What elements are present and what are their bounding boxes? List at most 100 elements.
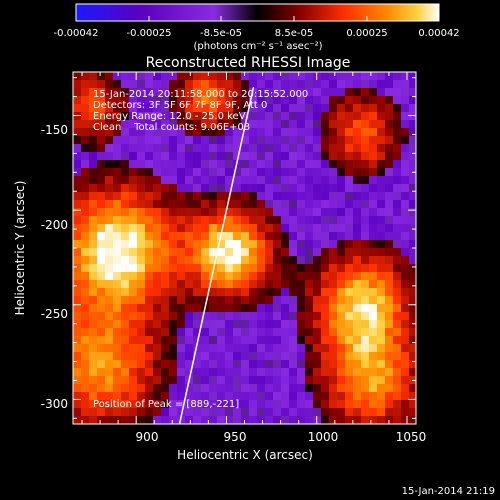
heatmap-cell	[249, 160, 258, 169]
heatmap-cell	[121, 272, 130, 281]
heatmap-cell	[185, 240, 194, 249]
heatmap-cell	[273, 176, 282, 185]
heatmap-cell	[241, 200, 250, 209]
heatmap-cell	[297, 152, 306, 161]
heatmap-cell	[233, 328, 242, 337]
heatmap-cell	[273, 200, 282, 209]
heatmap-cell	[105, 400, 114, 409]
heatmap-cell	[353, 416, 362, 424]
heatmap-cell	[249, 208, 258, 217]
heatmap-cell	[145, 376, 154, 385]
heatmap-cell	[257, 168, 266, 177]
heatmap-cell	[369, 328, 378, 337]
heatmap-cell	[281, 360, 290, 369]
heatmap-cell	[281, 216, 290, 225]
heatmap-cell	[81, 104, 90, 113]
heatmap-cell	[177, 96, 186, 105]
heatmap-cell	[249, 80, 258, 89]
heatmap-cell	[161, 208, 170, 217]
heatmap-cell	[169, 392, 178, 401]
heatmap-cell	[153, 320, 162, 329]
heatmap-cell	[281, 232, 290, 241]
heatmap-cell	[233, 248, 242, 257]
heatmap-cell	[233, 352, 242, 361]
heatmap-cell	[129, 296, 138, 305]
heatmap-cell	[345, 104, 354, 113]
heatmap-cell	[289, 128, 298, 137]
heatmap-cell	[393, 360, 402, 369]
heatmap-cell	[225, 376, 234, 385]
heatmap-cell	[89, 72, 98, 81]
heatmap-cell	[233, 384, 242, 393]
heatmap-cell	[137, 400, 146, 409]
heatmap-cell	[313, 360, 322, 369]
heatmap-cell	[265, 272, 274, 281]
heatmap-cell	[305, 128, 314, 137]
heatmap-cell	[217, 160, 226, 169]
heatmap-cell	[73, 368, 82, 377]
heatmap-cell	[217, 400, 226, 409]
heatmap-cell	[113, 96, 122, 105]
heatmap-cell	[97, 256, 106, 265]
heatmap-cell	[193, 88, 202, 97]
heatmap-cell	[129, 152, 138, 161]
heatmap-cell	[217, 192, 226, 201]
heatmap-cell	[265, 352, 274, 361]
heatmap-cell	[129, 232, 138, 241]
heatmap-cell	[369, 72, 378, 81]
heatmap-cell	[193, 264, 202, 273]
heatmap-cell	[89, 296, 98, 305]
heatmap-cell	[105, 248, 114, 257]
heatmap-cell	[129, 288, 138, 297]
heatmap-cell	[369, 152, 378, 161]
heatmap-cell	[185, 208, 194, 217]
heatmap-cell	[217, 104, 226, 113]
heatmap-cell	[385, 360, 394, 369]
heatmap-cell	[257, 112, 266, 121]
heatmap-cell	[185, 168, 194, 177]
heatmap-cell	[97, 88, 106, 97]
heatmap-cell	[113, 408, 122, 417]
heatmap-cell	[305, 400, 314, 409]
heatmap-cell	[169, 376, 178, 385]
heatmap-cell	[209, 200, 218, 209]
heatmap-cell	[353, 400, 362, 409]
heatmap-cell	[385, 104, 394, 113]
heatmap-cell	[225, 304, 234, 313]
heatmap-cell	[193, 352, 202, 361]
heatmap-cell	[121, 416, 130, 424]
heatmap-cell	[97, 368, 106, 377]
heatmap-cell	[145, 296, 154, 305]
heatmap-cell	[225, 344, 234, 353]
heatmap-cell	[385, 280, 394, 289]
heatmap-cell	[121, 264, 130, 273]
heatmap-cell	[289, 336, 298, 345]
heatmap-cell	[241, 112, 250, 121]
heatmap-cell	[321, 80, 330, 89]
heatmap-cell	[273, 296, 282, 305]
heatmap-cell	[265, 208, 274, 217]
heatmap-cell	[401, 216, 410, 225]
heatmap-cell	[337, 376, 346, 385]
heatmap-cell	[361, 328, 370, 337]
heatmap-cell	[345, 288, 354, 297]
heatmap-cell	[305, 176, 314, 185]
heatmap-cell	[97, 408, 106, 417]
heatmap-cell	[169, 272, 178, 281]
heatmap-cell	[73, 248, 82, 257]
heatmap-cell	[73, 320, 82, 329]
heatmap-cell	[305, 328, 314, 337]
heatmap-cell	[137, 192, 146, 201]
heatmap-cell	[305, 88, 314, 97]
heatmap-cell	[145, 288, 154, 297]
heatmap-cell	[265, 408, 274, 417]
heatmap-cell	[161, 408, 170, 417]
heatmap-cell	[385, 376, 394, 385]
heatmap-cell	[257, 88, 266, 97]
heatmap-cell	[145, 232, 154, 241]
heatmap-cell	[201, 384, 210, 393]
heatmap-cell	[225, 296, 234, 305]
heatmap-cell	[89, 256, 98, 265]
heatmap-cell	[161, 216, 170, 225]
heatmap-cell	[289, 328, 298, 337]
